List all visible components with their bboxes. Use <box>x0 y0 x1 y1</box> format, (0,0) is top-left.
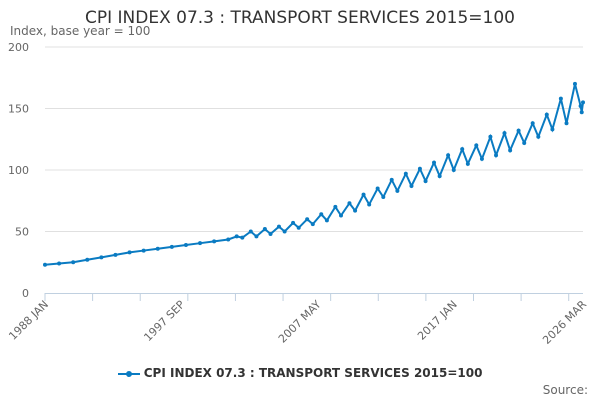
data-point <box>564 121 569 126</box>
data-point <box>474 143 479 148</box>
data-point <box>558 96 563 101</box>
data-point <box>113 252 118 257</box>
data-point <box>395 188 400 193</box>
data-point <box>310 222 315 227</box>
data-point <box>99 255 104 260</box>
y-tick-label: 100 <box>8 164 29 177</box>
data-point <box>169 244 174 249</box>
data-point <box>141 248 146 253</box>
data-point <box>324 218 329 223</box>
data-point <box>488 134 493 139</box>
data-point <box>403 171 408 176</box>
x-tick-label: 2017 JAN <box>415 298 460 343</box>
data-point <box>254 234 259 239</box>
legend[interactable]: CPI INDEX 07.3 : TRANSPORT SERVICES 2015… <box>0 366 600 380</box>
series-line <box>44 83 584 266</box>
data-point <box>127 250 132 255</box>
data-point <box>502 131 507 136</box>
data-point <box>240 235 245 240</box>
legend-line-marker <box>117 370 140 377</box>
data-point <box>381 195 386 200</box>
data-point <box>234 234 239 239</box>
data-point <box>516 128 521 133</box>
data-point <box>291 220 296 225</box>
data-point <box>155 246 160 251</box>
data-point <box>276 224 281 229</box>
data-point <box>57 261 62 266</box>
data-point <box>581 100 585 105</box>
data-point <box>530 121 535 126</box>
data-point <box>460 147 465 152</box>
data-point <box>198 241 203 246</box>
data-point <box>432 160 437 165</box>
data-point <box>437 174 442 179</box>
data-point <box>226 237 231 242</box>
data-point <box>417 166 422 171</box>
data-point <box>305 217 310 222</box>
data-point <box>522 140 527 145</box>
data-point <box>262 227 267 232</box>
y-tick-label: 150 <box>8 103 29 116</box>
data-point <box>333 204 338 209</box>
data-point <box>248 229 253 234</box>
data-point <box>578 104 583 109</box>
data-point <box>572 81 577 86</box>
data-point <box>494 153 499 158</box>
data-point <box>43 262 47 267</box>
x-tick-label: 1997 SEP <box>141 298 187 344</box>
data-point <box>71 260 76 265</box>
chart-title: CPI INDEX 07.3 : TRANSPORT SERVICES 2015… <box>85 8 515 28</box>
data-point <box>353 208 358 213</box>
data-point <box>409 183 414 188</box>
data-point <box>296 225 301 230</box>
x-tick-label: 2007 MAY <box>276 298 324 346</box>
y-tick-label: 200 <box>8 41 29 54</box>
data-point <box>361 192 366 197</box>
legend-label: CPI INDEX 07.3 : TRANSPORT SERVICES 2015… <box>143 366 483 380</box>
data-point <box>282 229 287 234</box>
data-point <box>85 257 90 262</box>
y-tick-label: 50 <box>15 226 29 239</box>
data-point <box>479 156 484 161</box>
data-point <box>544 112 549 117</box>
y-tick-label: 0 <box>22 287 29 300</box>
y-axis-label: Index, base year = 100 <box>10 24 151 38</box>
x-tick-label: 1988 JAN <box>6 298 51 343</box>
data-point <box>389 177 394 182</box>
data-point <box>268 231 273 236</box>
data-point <box>550 127 555 132</box>
data-point <box>338 213 343 218</box>
data-point <box>446 153 451 158</box>
source-label: Source: <box>542 383 588 397</box>
data-point <box>465 161 470 166</box>
data-point <box>183 243 188 248</box>
x-tick-label: 2026 MAR <box>540 298 589 347</box>
data-point <box>536 134 541 139</box>
data-point <box>579 110 584 115</box>
data-point <box>212 239 217 244</box>
data-point <box>508 148 513 153</box>
data-point <box>347 201 352 206</box>
data-point <box>319 212 324 217</box>
data-point <box>367 202 372 207</box>
data-point <box>375 186 380 191</box>
data-point <box>423 179 428 184</box>
data-point <box>451 168 456 172</box>
